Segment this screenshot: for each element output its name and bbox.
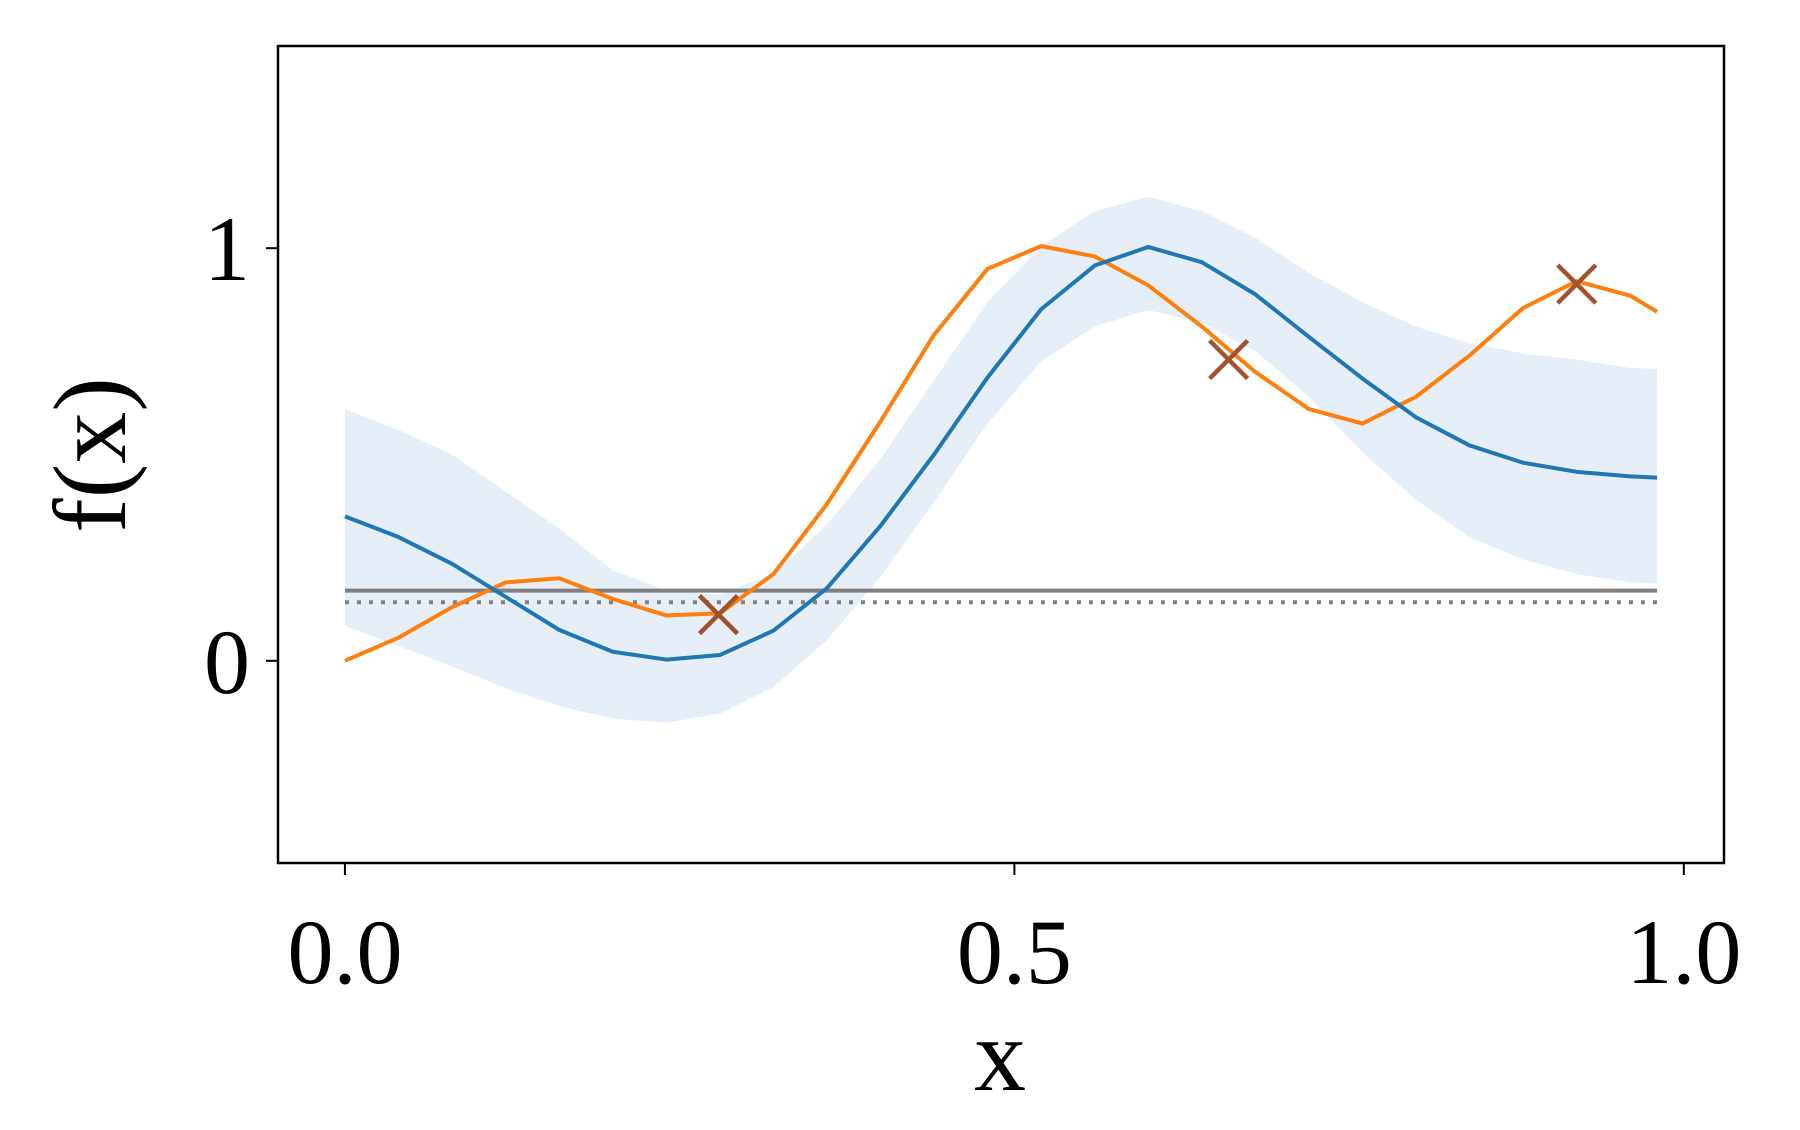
series-line: [344, 244, 1659, 663]
observation-marker: [1556, 263, 1598, 305]
x-tick-label: 1.0: [1626, 901, 1741, 1003]
observation-marker: [1208, 339, 1250, 381]
confidence-band: [344, 196, 1658, 723]
plot-frame: [276, 44, 1726, 865]
y-axis-label: f(x): [33, 377, 148, 533]
y-tick-label: 1: [204, 198, 250, 300]
x-tick-label: 0.5: [957, 901, 1072, 1003]
series-line: [344, 244, 1658, 662]
x-tick-label: 0.0: [287, 901, 402, 1003]
y-tick-label: 0: [204, 611, 250, 713]
observation-marker: [697, 594, 740, 636]
x-axis-label: x: [974, 998, 1026, 1113]
